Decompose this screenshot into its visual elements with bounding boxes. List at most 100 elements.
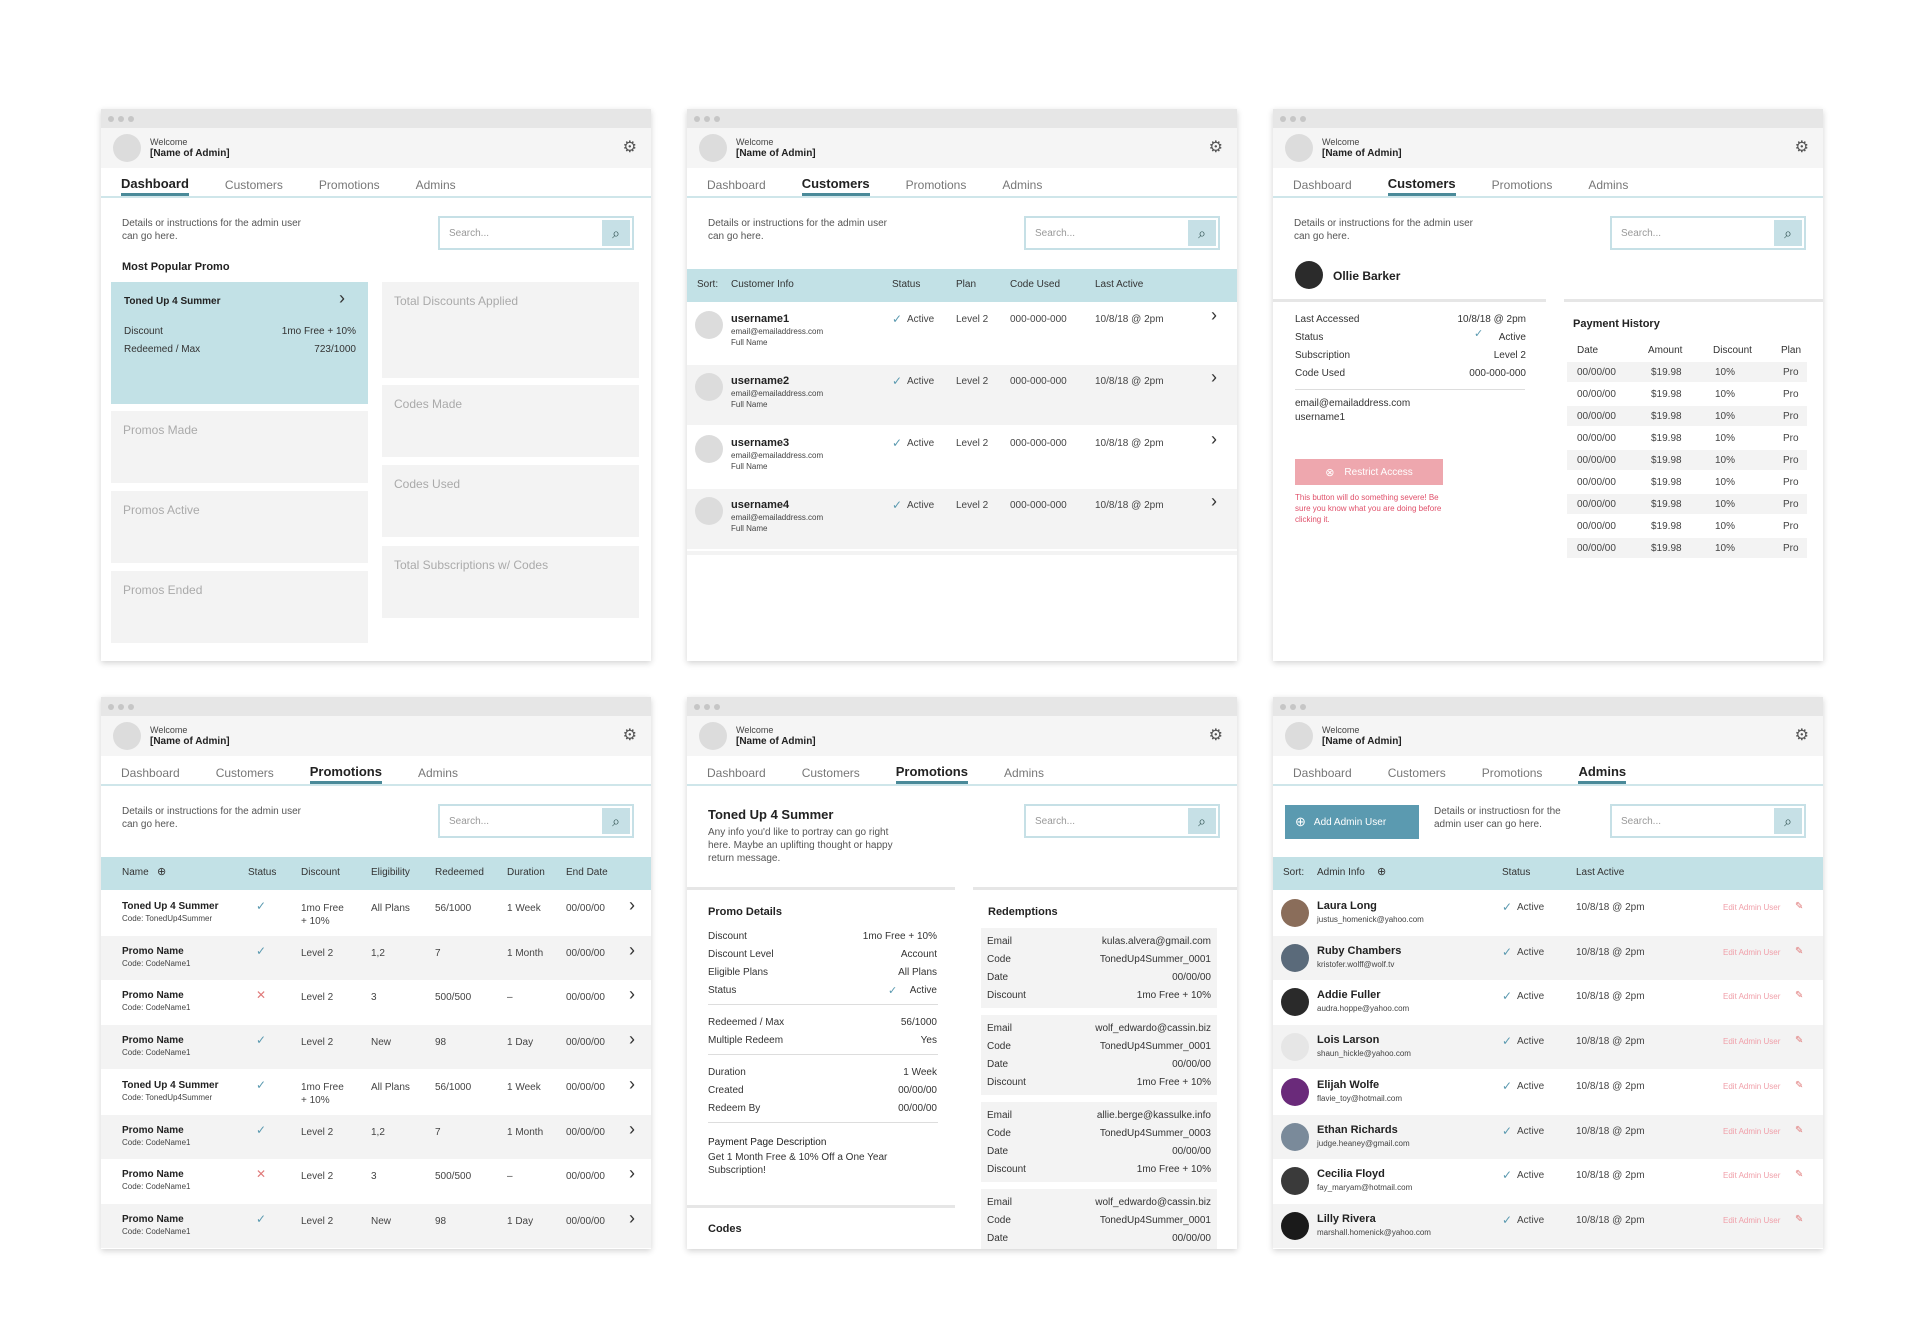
table-row[interactable]: Addie Fuller audra.hoppe@yahoo.com ✓ Active… — [1273, 980, 1823, 1025]
table-row[interactable]: Elijah Wolfe flavie_toy@hotmail.com ✓ Activ… — [1273, 1069, 1823, 1114]
tab-admins[interactable]: Admins — [417, 766, 458, 780]
table-row[interactable]: username1 email@emailaddress.com Full Name… — [687, 303, 1237, 363]
window-dot[interactable] — [704, 703, 710, 710]
status-header[interactable]: Status — [1502, 867, 1531, 878]
search-icon[interactable]: ⌕ — [602, 808, 630, 834]
tab-customers[interactable]: Customers — [215, 766, 274, 780]
status-header[interactable]: Status — [248, 867, 277, 878]
search-icon[interactable]: ⌕ — [602, 220, 630, 246]
tab-customers[interactable]: Customers — [1387, 766, 1446, 780]
search-icon[interactable]: ⌕ — [1188, 220, 1216, 246]
pencil-icon[interactable]: ✎ — [1795, 990, 1804, 1002]
sort-icon[interactable]: ⊕ — [1377, 866, 1387, 878]
pencil-icon[interactable]: ✎ — [1795, 1035, 1804, 1047]
tab-dashboard[interactable]: Dashboard — [1293, 178, 1352, 192]
edit-admin-link[interactable]: Edit Admin User — [1723, 1215, 1781, 1225]
pencil-icon[interactable]: ✎ — [1795, 945, 1804, 957]
table-row[interactable]: Laura Long justus_homenick@yahoo.com ✓ Acti… — [1273, 891, 1823, 935]
table-row[interactable]: Ethan Richards judge.heaney@gmail.com ✓ Act… — [1273, 1114, 1823, 1159]
pencil-icon[interactable]: ✎ — [1795, 1169, 1804, 1181]
pencil-icon[interactable]: ✎ — [1795, 1213, 1804, 1225]
table-row[interactable]: Lilly Rivera marshall.homenick@yahoo.com ✓… — [1273, 1203, 1823, 1248]
last-active-header[interactable]: Last Active — [1095, 279, 1144, 290]
window-dot[interactable] — [1300, 115, 1306, 122]
edit-admin-link[interactable]: Edit Admin User — [1723, 992, 1781, 1002]
plan-header[interactable]: Plan — [956, 279, 977, 290]
tab-dashboard[interactable]: Dashboard — [121, 176, 189, 196]
end-date-header[interactable]: End Date — [566, 867, 608, 878]
search-icon[interactable]: ⌕ — [1774, 808, 1802, 834]
tab-dashboard[interactable]: Dashboard — [707, 766, 766, 780]
code-used-header[interactable]: Code Used — [1010, 279, 1061, 290]
window-dot[interactable] — [108, 703, 114, 710]
sort-icon[interactable]: ⊕ — [157, 866, 167, 878]
window-dot[interactable] — [118, 703, 124, 710]
add-admin-button[interactable]: ⊕ Add Admin User — [1285, 805, 1419, 839]
table-row[interactable]: Ruby Chambers kristofer.wolff@wolf.tv ✓ Act… — [1273, 935, 1823, 980]
window-dot[interactable] — [1280, 115, 1286, 122]
edit-admin-link[interactable]: Edit Admin User — [1723, 947, 1781, 957]
search-input[interactable]: Search... ⌕ — [1610, 804, 1806, 838]
tab-customers[interactable]: Customers — [801, 766, 860, 780]
window-dot[interactable] — [714, 115, 720, 122]
chevron-right-icon[interactable]: › — [1211, 491, 1217, 511]
chevron-right-icon[interactable]: › — [339, 288, 345, 308]
window-dot[interactable] — [1290, 703, 1296, 710]
tab-customers[interactable]: Customers — [801, 176, 870, 196]
search-input[interactable]: Search... ⌕ — [1024, 216, 1220, 250]
customer-info-header[interactable]: Customer Info — [731, 279, 794, 290]
gear-icon[interactable]: ⚙ — [622, 727, 637, 744]
tab-promotions[interactable]: Promotions — [318, 178, 380, 192]
table-row[interactable]: username4 email@emailaddress.com Full Name… — [687, 489, 1237, 549]
tab-customers[interactable]: Customers — [1387, 176, 1456, 196]
discount-header[interactable]: Discount — [301, 867, 340, 878]
redeemed-header[interactable]: Redeemed — [435, 867, 484, 878]
duration-header[interactable]: Duration — [507, 867, 545, 878]
window-dot[interactable] — [694, 703, 700, 710]
tab-customers[interactable]: Customers — [224, 178, 283, 192]
chevron-right-icon[interactable]: › — [1211, 305, 1217, 325]
tab-promotions[interactable]: Promotions — [895, 764, 968, 784]
chevron-right-icon[interactable]: › — [629, 984, 635, 1005]
table-row[interactable]: username3 email@emailaddress.com Full Name… — [687, 427, 1237, 487]
window-dot[interactable] — [1290, 115, 1296, 122]
table-row[interactable]: Promo Name Code: CodeName1 ✓ Level 2 New 98 1 … — [101, 1203, 651, 1248]
chevron-right-icon[interactable]: › — [629, 1073, 635, 1094]
chevron-right-icon[interactable]: › — [629, 1207, 635, 1228]
table-row[interactable]: Promo Name Code: CodeName1 ✓ Level 2 New 98 1 … — [101, 1025, 651, 1070]
tab-dashboard[interactable]: Dashboard — [707, 178, 766, 192]
gear-icon[interactable]: ⚙ — [1794, 139, 1809, 156]
search-input[interactable]: Search... ⌕ — [438, 216, 634, 250]
chevron-right-icon[interactable]: › — [629, 1029, 635, 1050]
window-dot[interactable] — [714, 703, 720, 710]
tab-promotions[interactable]: Promotions — [309, 764, 382, 784]
table-row[interactable]: Toned Up 4 Summer Code: TonedUp4Summer ✓ 1m… — [101, 1069, 651, 1114]
edit-admin-link[interactable]: Edit Admin User — [1723, 903, 1781, 912]
tab-promotions[interactable]: Promotions — [1481, 766, 1543, 780]
tab-promotions[interactable]: Promotions — [1491, 178, 1553, 192]
tab-dashboard[interactable]: Dashboard — [121, 766, 180, 780]
gear-icon[interactable]: ⚙ — [1794, 727, 1809, 744]
window-dot[interactable] — [128, 115, 134, 122]
search-icon[interactable]: ⌕ — [1188, 808, 1216, 834]
search-input[interactable]: Search... ⌕ — [1610, 216, 1806, 250]
edit-admin-link[interactable]: Edit Admin User — [1723, 1126, 1781, 1136]
edit-admin-link[interactable]: Edit Admin User — [1723, 1037, 1781, 1047]
table-row[interactable]: Lois Larson shaun_hickle@yahoo.com ✓ Active… — [1273, 1025, 1823, 1070]
window-dot[interactable] — [128, 703, 134, 710]
search-input[interactable]: Search... ⌕ — [1024, 804, 1220, 838]
window-dot[interactable] — [108, 115, 114, 122]
gear-icon[interactable]: ⚙ — [622, 139, 637, 156]
search-input[interactable]: Search... ⌕ — [438, 804, 634, 838]
chevron-right-icon[interactable]: › — [1211, 367, 1217, 387]
table-row[interactable]: Toned Up 4 Summer Code: TonedUp4Summer ✓ 1m… — [101, 891, 651, 935]
restrict-access-button[interactable]: ⊗ Restrict Access — [1295, 459, 1443, 485]
status-header[interactable]: Status — [892, 279, 921, 290]
window-dot[interactable] — [1300, 703, 1306, 710]
admin-info-header[interactable]: Admin Info — [1317, 867, 1365, 878]
edit-admin-link[interactable]: Edit Admin User — [1723, 1081, 1781, 1091]
popular-promo-card[interactable]: Toned Up 4 Summer › Discount 1mo Free + 10%… — [111, 282, 368, 404]
pencil-icon[interactable]: ✎ — [1795, 1079, 1804, 1091]
table-row[interactable]: username2 email@emailaddress.com Full Name… — [687, 365, 1237, 425]
window-dot[interactable] — [118, 115, 124, 122]
